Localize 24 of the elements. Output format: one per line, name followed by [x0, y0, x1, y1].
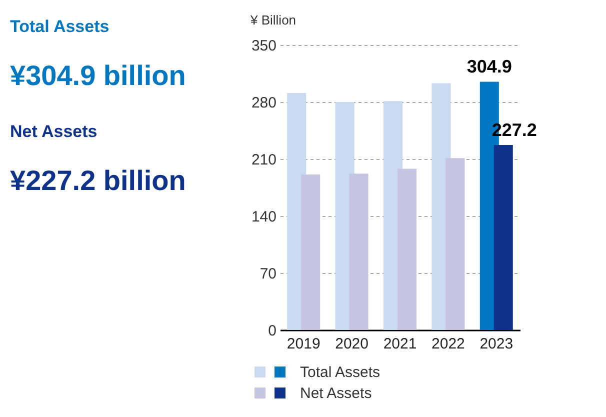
x-tick-label: 2022: [432, 336, 465, 352]
y-axis-title: ¥ Billion: [250, 12, 296, 28]
text: Total Assets: [10, 17, 110, 36]
text: ¥227.2 billion: [10, 165, 186, 196]
bar: [446, 158, 465, 330]
legend-label: Net Assets: [300, 385, 372, 402]
y-tick-label: 280: [251, 94, 276, 112]
text: Net Assets: [10, 122, 98, 141]
x-tick-label: 2019: [286, 336, 320, 352]
x-tick-label: 2021: [383, 336, 417, 352]
y-tick-label: 140: [251, 208, 276, 226]
legend-label: Total Assets: [300, 364, 380, 381]
y-tick-label: 210: [251, 152, 276, 168]
data-label: 304.9: [466, 56, 512, 77]
y-tick-label: 0: [268, 322, 276, 340]
x-tick-label: 2023: [480, 336, 514, 352]
text: ¥304.9 billion: [10, 60, 186, 91]
bar: [349, 174, 368, 330]
x-tick-label: 2020: [335, 336, 368, 352]
y-tick-label: 350: [251, 38, 276, 54]
bar: [494, 144, 513, 330]
bar: [397, 168, 416, 330]
y-tick-label: 70: [260, 266, 276, 282]
bar: [301, 174, 320, 330]
